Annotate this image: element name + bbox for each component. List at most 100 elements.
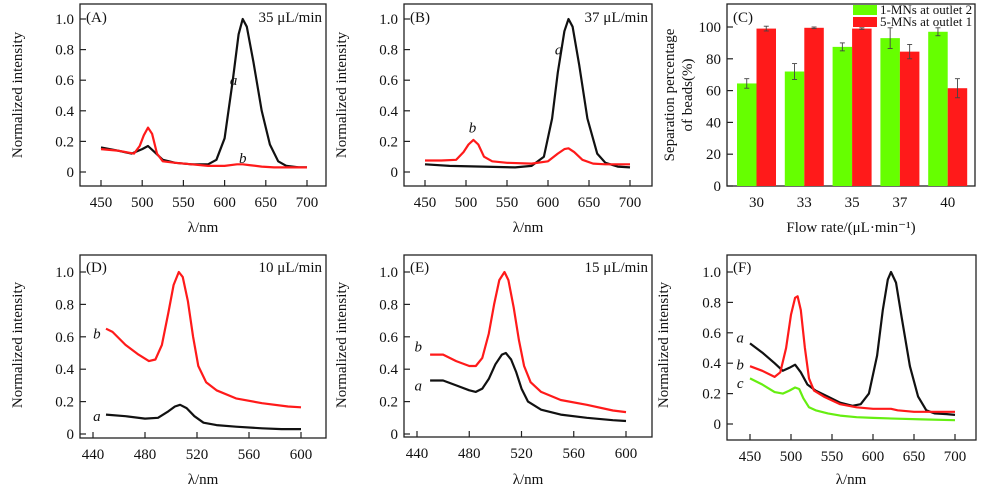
x-tick-label: 700 — [944, 449, 967, 465]
y-tick-label: 0.4 — [55, 362, 74, 378]
y-tick-label: 1.0 — [379, 12, 398, 28]
y-tick-label: 0.2 — [379, 134, 398, 150]
y-tick-label: 0.8 — [379, 43, 398, 59]
x-tick-label: 600 — [537, 195, 560, 211]
y-axis-label: Normalized intensity — [10, 31, 26, 158]
x-tick-label: 480 — [134, 447, 157, 463]
panel-d: 440 480 520 560 600 0 0.2 0.4 0.6 0.8 1.0 λ/nm Norma… — [10, 254, 327, 488]
x-tick-label: 440 — [406, 446, 429, 462]
x-axis-label: λ/nm — [513, 220, 544, 236]
y-tick-label: 0 — [391, 165, 399, 181]
y-tick-label: 0 — [67, 427, 75, 443]
legend-label: 5-MNs at outlet 1 — [880, 14, 972, 29]
panel-f: 450 500 550 600 650 700 0 0.2 0.4 0.6 0.8 1.0 λ/nm No… — [656, 254, 977, 488]
panel-e: 440 480 520 560 600 0 0.2 0.4 0.6 0.8 1.0 λ/nm Norma… — [334, 254, 653, 488]
y-tick-label: 0 — [714, 417, 722, 433]
series-label-a: a — [230, 73, 238, 89]
legend-swatch-green — [853, 5, 877, 15]
series-label-b: b — [415, 340, 423, 356]
y-tick-label: 0.2 — [379, 395, 398, 411]
y-axis-label: Normalized intensity — [656, 281, 672, 408]
y-tick-label: 0 — [714, 179, 722, 195]
panel-label: (F) — [733, 260, 751, 276]
y-tick-label: 0.2 — [702, 387, 721, 403]
y-tick-label: 0.6 — [702, 326, 721, 342]
series-line-a — [424, 17, 631, 169]
x-tick-label: 450 — [739, 449, 762, 465]
series-label-b: b — [93, 327, 101, 343]
y-tick-label: 0.2 — [55, 395, 74, 411]
x-tick-label: 520 — [510, 446, 533, 462]
y-tick-label: 1.0 — [379, 265, 398, 281]
y-axis-label-line1: Separation percentage — [662, 28, 678, 161]
y-tick-label: 0.4 — [379, 104, 398, 120]
plot-frame — [79, 3, 327, 187]
series-line-b — [430, 270, 627, 414]
y-tick-label: 1.0 — [702, 265, 721, 281]
y-tick-label: 100 — [699, 20, 722, 36]
x-tick-label: 37 — [892, 195, 908, 211]
bar-red — [804, 27, 824, 187]
series-line-b — [425, 138, 630, 166]
x-tick-label: 40 — [940, 195, 955, 211]
x-tick-label: 35 — [845, 195, 860, 211]
bar-red — [899, 51, 920, 186]
y-tick-label: 0 — [67, 165, 75, 181]
y-tick-label: 0.4 — [379, 362, 398, 378]
legend-label: 1-MNs at outlet 2 — [880, 2, 972, 17]
y-tick-label: 0.4 — [55, 104, 74, 120]
x-tick-label: 450 — [90, 195, 113, 211]
panel-label: (A) — [86, 10, 107, 26]
series-label-b: b — [469, 121, 477, 137]
series-label-a: a — [93, 409, 101, 425]
bar-red — [852, 28, 872, 187]
x-axis-label: λ/nm — [188, 472, 219, 488]
plot-frame — [403, 254, 653, 438]
x-tick-label: 500 — [455, 195, 478, 211]
y-tick-label: 0.8 — [55, 297, 74, 313]
y-tick-label: 0.6 — [55, 330, 74, 346]
x-tick-label: 700 — [296, 195, 319, 211]
series-line-b — [105, 270, 302, 409]
x-tick-label: 480 — [458, 446, 481, 462]
series-line-a — [100, 17, 307, 169]
panel-label: (D) — [86, 260, 107, 276]
series-line-a — [105, 403, 301, 431]
bar-green — [832, 46, 853, 186]
plot-frame — [79, 254, 327, 439]
y-tick-label: 60 — [706, 84, 721, 100]
series-label-b: b — [736, 358, 744, 374]
x-tick-label: 600 — [862, 449, 885, 465]
panel-label: (B) — [410, 10, 430, 26]
x-tick-label: 440 — [82, 447, 105, 463]
panel-label: (E) — [410, 260, 429, 276]
x-tick-label: 600 — [290, 447, 313, 463]
legend-swatch-red — [853, 17, 877, 27]
y-tick-label: 0 — [391, 427, 399, 443]
series-line-b — [100, 126, 307, 169]
plot-frame — [403, 3, 653, 187]
bar-green — [928, 31, 948, 186]
x-tick-label: 520 — [186, 447, 209, 463]
x-axis-label: λ/nm — [188, 220, 219, 236]
y-tick-label: 0.6 — [55, 73, 74, 89]
plot-frame — [726, 254, 977, 441]
y-axis-label: Normalized intensity — [334, 31, 350, 158]
x-tick-label: 550 — [172, 195, 195, 211]
panel-a: 450 500 550 600 650 700 0 0.2 0.4 0.6 0.8 1.0 λ/nm No… — [10, 3, 327, 236]
flow-rate-annotation: 10 μL/min — [259, 260, 323, 276]
series-line-b — [749, 295, 955, 413]
panel-c: 30 33 35 37 40 0 20 40 60 80 100 Flow rate/(μL·min⁻… — [662, 2, 976, 236]
series-label-a: a — [415, 378, 423, 394]
x-tick-label: 600 — [615, 446, 638, 462]
y-tick-label: 0.8 — [55, 43, 74, 59]
x-tick-label: 550 — [821, 449, 844, 465]
y-tick-label: 0.4 — [702, 356, 721, 372]
y-tick-label: 0.8 — [379, 297, 398, 313]
series-label-a: a — [555, 43, 563, 59]
bar-green — [784, 71, 805, 186]
x-tick-label: 550 — [496, 195, 519, 211]
x-tick-label: 500 — [780, 449, 803, 465]
y-axis-label-line2: of beads(%) — [680, 59, 696, 132]
